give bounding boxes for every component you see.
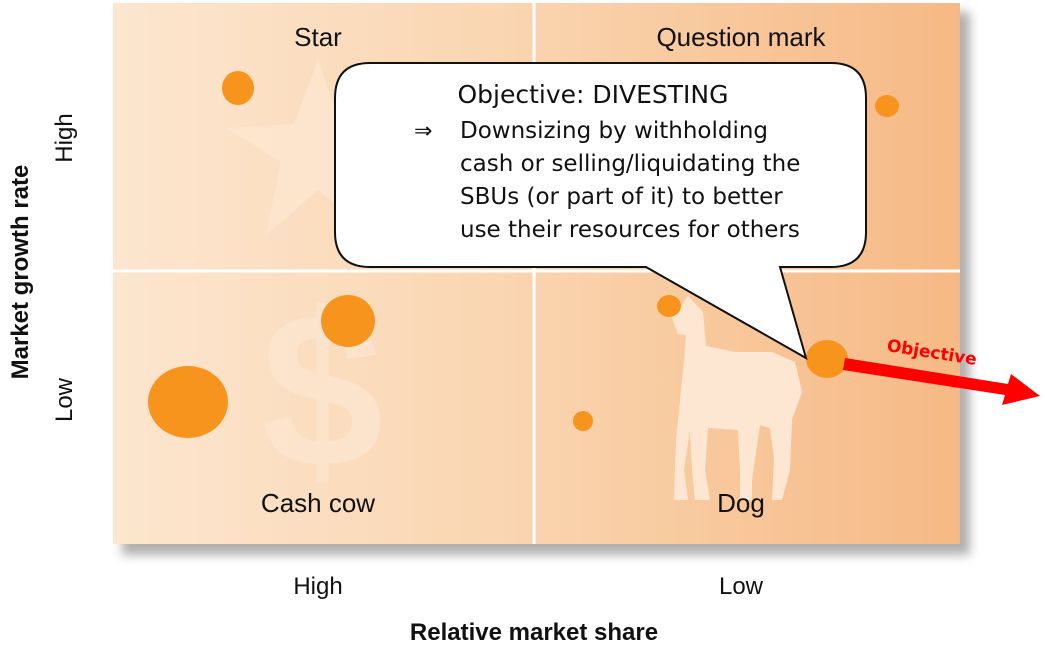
callout-line-2: cash or selling/liquidating the (460, 151, 800, 177)
callout-arrow-icon: ⇒ (414, 119, 432, 144)
y-axis-low: Low (51, 377, 78, 422)
x-axis-low: Low (719, 573, 764, 600)
y-axis-high: High (51, 113, 78, 162)
sbu-bubble (222, 71, 254, 105)
sbu-bubble (573, 411, 593, 431)
callout-line-1: Downsizing by withholding (460, 118, 768, 144)
callout-bubble (334, 62, 867, 361)
sbu-bubble (657, 295, 681, 317)
objective-arrow (843, 358, 1040, 405)
callout-line-4: use their resources for others (460, 217, 800, 243)
quadrant-label-dog: Dog (717, 488, 765, 518)
sbu-bubble (875, 95, 899, 117)
sbu-bubble (148, 366, 228, 438)
x-axis-title: Relative market share (410, 619, 658, 646)
sbu-bubble-target (806, 340, 848, 378)
quadrant-label-question-mark: Question mark (656, 22, 826, 52)
sbu-bubble (321, 295, 375, 347)
quadrant-label-star: Star (294, 22, 342, 52)
sbu-bubbles (148, 71, 899, 438)
callout-title: Objective: DIVESTING (457, 80, 728, 109)
callout-line-3: SBUs (or part of it) to better (460, 184, 783, 210)
y-axis-title: Market growth rate (7, 165, 34, 380)
x-axis-high: High (293, 573, 342, 600)
dog-icon (672, 296, 802, 500)
quadrant-label-cash-cow: Cash cow (261, 488, 375, 518)
